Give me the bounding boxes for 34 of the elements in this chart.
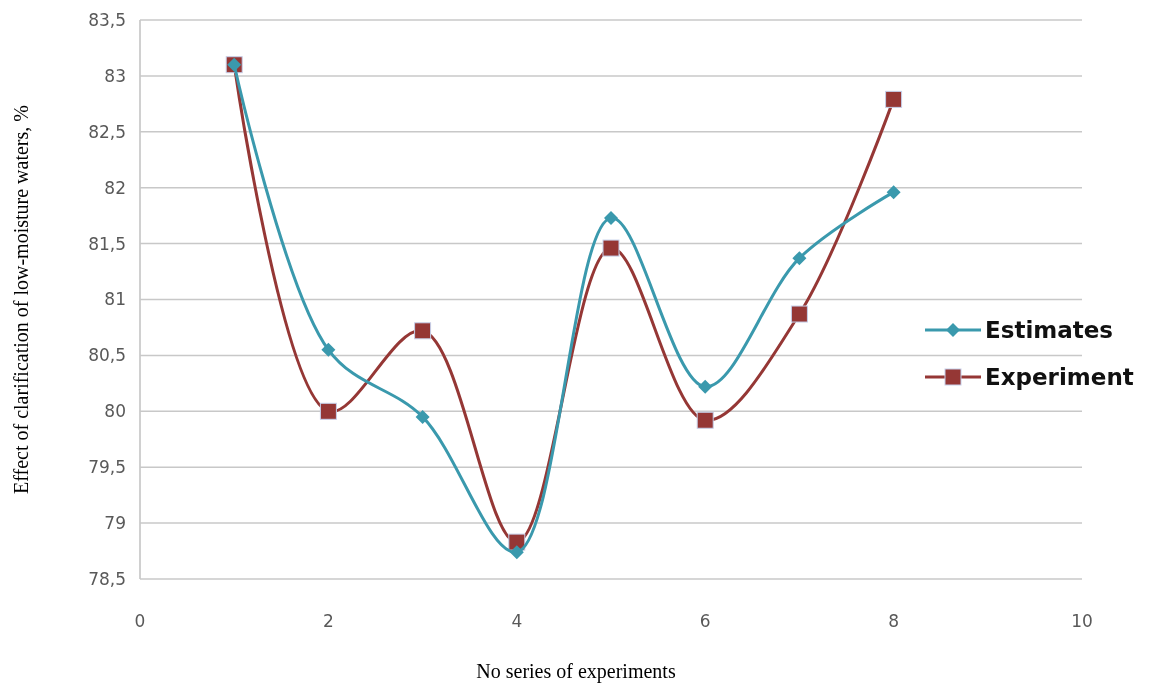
x-tick-label: 2	[322, 610, 334, 631]
x-tick-label: 0	[134, 610, 146, 631]
x-axis-title: No series of experiments	[476, 660, 676, 683]
y-tick-label: 79	[104, 513, 126, 534]
x-tick-label: 6	[699, 610, 711, 631]
y-tick-label: 82	[104, 177, 126, 198]
x-tick-label: 4	[511, 610, 523, 631]
point	[698, 379, 713, 394]
y-tick-label: 83	[104, 65, 126, 86]
point	[886, 185, 901, 200]
point	[885, 90, 903, 108]
y-tick-label: 83,5	[88, 9, 126, 30]
y-tick-label: 80,5	[88, 345, 126, 366]
legend-label: Experiment	[985, 364, 1134, 391]
point	[509, 545, 524, 560]
point	[319, 402, 337, 420]
point	[792, 251, 807, 266]
point	[414, 322, 432, 340]
point	[602, 239, 620, 257]
y-tick-label: 80	[104, 401, 126, 422]
y-axis-title: Effect of clarification of low-moisture waters, %	[10, 105, 32, 494]
legend-label: Estimates	[985, 317, 1114, 344]
y-tick-label: 81,5	[88, 233, 126, 254]
x-tick-label: 10	[1071, 610, 1093, 631]
y-tick-label: 82,5	[88, 121, 126, 142]
y-tick-label: 78,5	[88, 568, 126, 589]
y-tick-label: 79,5	[88, 457, 126, 478]
point	[790, 305, 808, 323]
y-tick-label: 81	[104, 289, 126, 310]
point	[415, 409, 430, 424]
point	[321, 342, 336, 357]
point	[604, 210, 618, 225]
point	[696, 411, 714, 429]
x-tick-label: 8	[888, 610, 900, 631]
